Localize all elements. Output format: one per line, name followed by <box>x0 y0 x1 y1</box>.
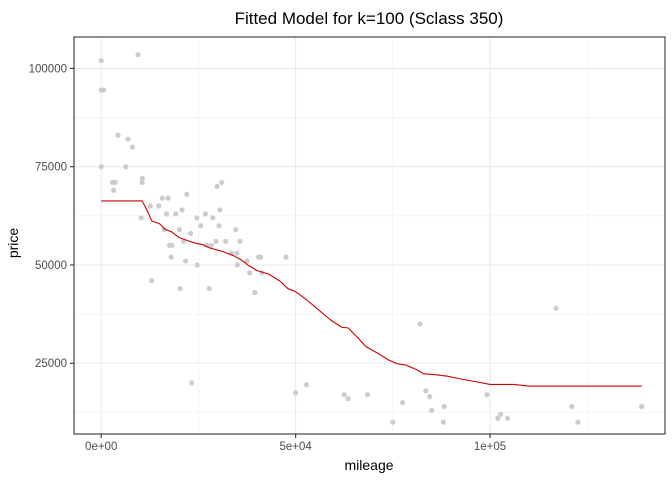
y-tick-label: 50000 <box>35 260 67 272</box>
data-point <box>182 258 189 264</box>
data-point <box>138 215 144 221</box>
data-point <box>115 132 121 138</box>
data-point <box>217 207 223 213</box>
data-point <box>111 187 117 193</box>
data-point <box>112 179 118 186</box>
grid <box>74 37 665 434</box>
data-point <box>168 254 174 260</box>
data-point <box>569 403 575 410</box>
data-point <box>234 250 240 256</box>
chart-title: Fitted Model for k=100 (Sclass 350) <box>235 9 504 28</box>
data-point <box>139 175 146 182</box>
data-point <box>247 270 253 276</box>
data-point <box>147 203 153 209</box>
data-point <box>184 191 190 197</box>
data-point <box>390 419 396 425</box>
data-point <box>202 211 209 217</box>
data-point <box>161 227 167 233</box>
data-point <box>129 144 135 150</box>
x-tick-label: 0e+00 <box>85 441 117 453</box>
data-point <box>176 227 182 233</box>
x-axis-title: mileage <box>344 457 393 473</box>
data-point <box>139 179 145 186</box>
data-point <box>219 179 225 186</box>
data-point <box>100 87 107 93</box>
y-tick-label: 75000 <box>35 162 67 174</box>
data-point <box>495 415 501 421</box>
data-point <box>244 258 250 264</box>
fitted-line <box>101 200 642 387</box>
data-point <box>194 215 200 221</box>
data-point <box>223 238 229 244</box>
data-point <box>188 230 194 237</box>
data-point <box>234 262 240 268</box>
data-point <box>135 52 141 58</box>
data-point <box>575 419 581 425</box>
data-point <box>198 223 204 229</box>
data-point <box>216 223 222 229</box>
data-point <box>553 305 559 311</box>
x-tick-label: 5e+04 <box>279 441 312 453</box>
data-point <box>177 285 183 292</box>
data-point <box>194 262 200 268</box>
y-axis-title: price <box>5 228 21 259</box>
data-point <box>208 242 214 248</box>
data-point <box>423 388 429 394</box>
data-point <box>206 285 212 292</box>
data-point <box>210 215 216 221</box>
data-point <box>429 407 435 414</box>
data-point <box>163 211 170 217</box>
data-point <box>399 399 406 406</box>
data-point <box>159 195 165 201</box>
data-point <box>427 394 433 400</box>
data-point <box>169 242 175 248</box>
data-point <box>258 254 264 260</box>
x-tick-label: 1e+05 <box>474 441 506 453</box>
fitted-line-group <box>101 200 642 387</box>
data-point <box>341 392 347 398</box>
data-point <box>293 390 299 396</box>
data-point <box>98 164 104 170</box>
data-point <box>417 321 423 327</box>
data-point <box>123 164 129 170</box>
data-point <box>98 57 104 64</box>
y-tick-label: 25000 <box>35 358 67 370</box>
data-point <box>214 183 220 189</box>
data-point <box>156 203 162 209</box>
data-point <box>484 392 490 398</box>
data-point <box>497 411 504 417</box>
data-point <box>179 207 185 213</box>
data-point <box>345 396 351 402</box>
data-point <box>504 415 511 421</box>
plot-panel-border <box>73 36 666 435</box>
data-point <box>165 195 171 201</box>
data-point <box>364 392 371 398</box>
data-point <box>440 419 446 425</box>
axis-ticks: 0e+00 5e+04 1e+05 25000 50000 75000 100000 <box>29 63 507 453</box>
data-point <box>441 403 447 410</box>
data-point <box>252 289 258 296</box>
data-point <box>283 254 289 260</box>
y-tick-label: 100000 <box>29 63 67 75</box>
data-point <box>233 227 239 233</box>
data-point <box>173 211 179 217</box>
data-point <box>125 136 131 142</box>
data-point <box>303 382 310 388</box>
data-point <box>189 380 195 386</box>
data-point <box>237 238 243 244</box>
scatter-points <box>98 52 645 425</box>
data-point <box>213 238 219 244</box>
data-point <box>149 278 155 284</box>
data-point <box>639 403 645 410</box>
